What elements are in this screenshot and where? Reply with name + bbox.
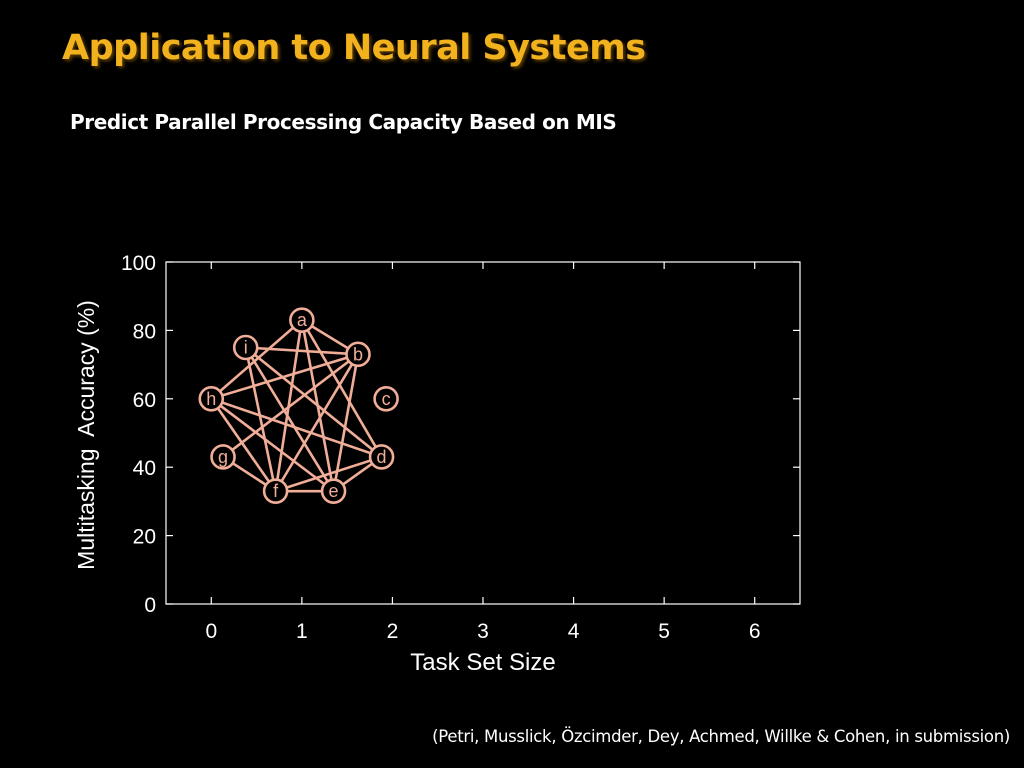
graph-node-a [289,307,315,333]
graph-edge-f-i [244,347,277,492]
graph-edge-d-h [210,397,382,459]
graph-node-label-f: f [273,481,279,501]
graph-edge-a-h [210,319,303,400]
graph-node-i [232,334,259,361]
graph-node-c [373,385,399,412]
graph-node-label-b: b [353,344,363,364]
x-tick-label: 1 [296,620,308,643]
graph-node-label-h: h [206,389,216,409]
x-tick-label: 5 [658,620,670,643]
y-axis-label: Multitasking Accuracy (%) [73,300,99,570]
graph-edge-f-h [210,398,277,492]
graph-node-label-i: i [244,338,248,358]
x-tick-label: 3 [477,620,489,643]
y-tick-label: 20 [133,526,156,549]
graph-edge-b-e [332,354,360,492]
y-tick-label: 0 [144,594,156,617]
x-axis-label: Task Set Size [410,649,555,676]
graph-node-label-e: e [329,481,339,501]
graph-node-label-c: c [382,389,391,409]
graph-edge-b-i [245,346,359,356]
graph-node-f [262,478,289,504]
graph-node-label-d: d [377,447,387,467]
y-tick-label: 40 [133,457,156,480]
graph-node-g [210,444,236,470]
slide-title: Application to Neural Systems [62,28,646,68]
graph-node-d [368,444,395,470]
plot-frame [165,261,801,605]
graph-edge-b-f [274,353,360,492]
x-tick-label: 4 [568,620,580,643]
graph-node-b [345,341,371,368]
x-tick-label: 0 [205,620,217,643]
x-tick-label: 2 [387,620,399,643]
x-tick-label: 6 [749,620,761,643]
graph-edge-b-g [222,353,359,458]
y-tick-label: 80 [133,320,156,343]
graph-node-label-a: a [297,310,308,330]
axis-ticks [166,261,800,605]
graph-edge-e-h [210,397,335,493]
slide-subtitle: Predict Parallel Processing Capacity Bas… [70,110,617,134]
graph-node-label-g: g [218,447,228,467]
graph-nodes: a b c d e f g h i [198,307,399,504]
graph-edge-e-i [244,346,335,492]
graph-node-e [320,478,347,504]
graph-edge-b-h [210,353,359,401]
y-tick-label: 100 [121,252,156,275]
graph-edge-d-i [244,346,383,458]
graph-edge-a-d [300,319,383,458]
graph-edges [210,319,383,493]
graph-edge-d-f [275,455,382,493]
y-tick-label: 60 [133,389,156,412]
graph-node-h [198,385,225,412]
citation: (Petri, Musslick, Özcimder, Dey, Achmed,… [432,727,1010,746]
